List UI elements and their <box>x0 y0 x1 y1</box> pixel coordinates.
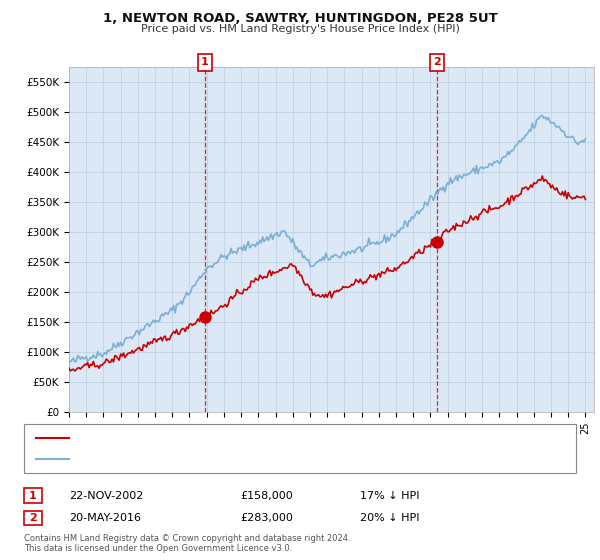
Text: 20-MAY-2016: 20-MAY-2016 <box>69 513 141 523</box>
Text: 2: 2 <box>29 513 37 523</box>
Text: 22-NOV-2002: 22-NOV-2002 <box>69 491 143 501</box>
Text: £283,000: £283,000 <box>240 513 293 523</box>
Text: 1, NEWTON ROAD, SAWTRY, HUNTINGDON, PE28 5UT: 1, NEWTON ROAD, SAWTRY, HUNTINGDON, PE28… <box>103 12 497 25</box>
Text: 20% ↓ HPI: 20% ↓ HPI <box>360 513 419 523</box>
Text: 1, NEWTON ROAD, SAWTRY, HUNTINGDON, PE28 5UT (detached house): 1, NEWTON ROAD, SAWTRY, HUNTINGDON, PE28… <box>75 433 426 443</box>
Text: 1: 1 <box>29 491 37 501</box>
Text: Price paid vs. HM Land Registry's House Price Index (HPI): Price paid vs. HM Land Registry's House … <box>140 24 460 34</box>
Text: Contains HM Land Registry data © Crown copyright and database right 2024.
This d: Contains HM Land Registry data © Crown c… <box>24 534 350 553</box>
Text: 17% ↓ HPI: 17% ↓ HPI <box>360 491 419 501</box>
Text: £158,000: £158,000 <box>240 491 293 501</box>
Text: 1: 1 <box>201 57 209 67</box>
Text: HPI: Average price, detached house, Huntingdonshire: HPI: Average price, detached house, Hunt… <box>75 454 337 464</box>
Text: 2: 2 <box>433 57 441 67</box>
